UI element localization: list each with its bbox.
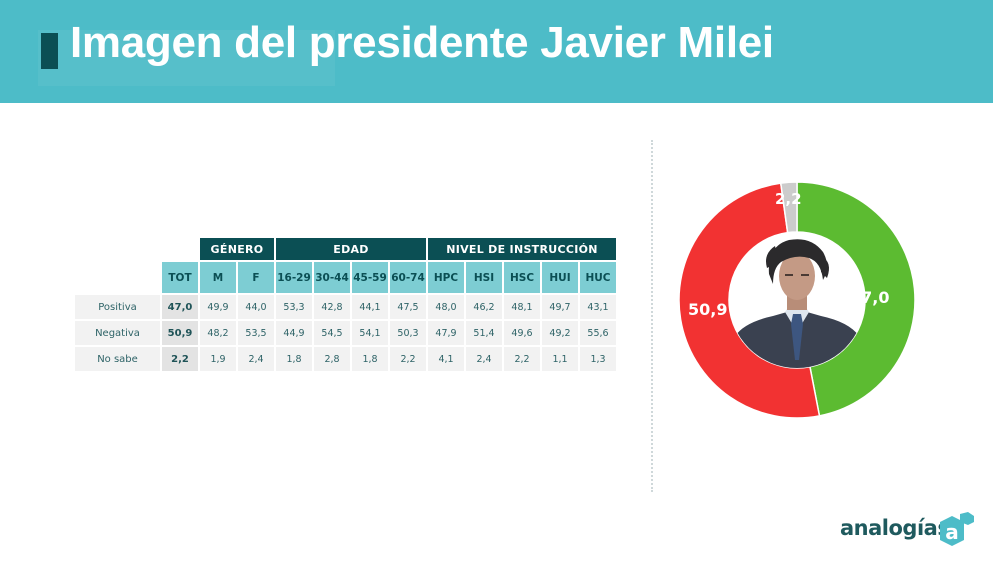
column-header-hpc: HPC	[428, 262, 464, 293]
table-cell: 48,0	[428, 295, 464, 319]
table-cell: 1,8	[276, 347, 312, 371]
column-header-45-59: 45-59	[352, 262, 388, 293]
column-header-tot: TOT	[162, 262, 198, 293]
column-header-30-44: 30-44	[314, 262, 350, 293]
table-cell: 50,3	[390, 321, 426, 345]
table-cell: 47,5	[390, 295, 426, 319]
column-header-hsc: HSC	[504, 262, 540, 293]
page-title: Imagen del presidente Javier Milei	[70, 18, 774, 67]
logo-wordmark: analogías	[840, 516, 950, 540]
table-cell: 43,1	[580, 295, 616, 319]
column-header-huc: HUC	[580, 262, 616, 293]
header-banner: Imagen del presidente Javier Milei	[0, 0, 993, 103]
blank-tot-group	[162, 238, 198, 260]
group-header-instruccion: NIVEL DE INSTRUCCIÓN	[428, 238, 616, 260]
title-accent-bar	[41, 33, 58, 69]
column-header-hui: HUI	[542, 262, 578, 293]
group-header-genero: GÉNERO	[200, 238, 274, 260]
group-header-row: GÉNERO EDAD NIVEL DE INSTRUCCIÓN	[75, 238, 616, 260]
table-row-no-sabe: No sabe 2,2 1,9 2,4 1,8 2,8 1,8 2,2 4,1 …	[75, 347, 616, 371]
table-cell: 1,1	[542, 347, 578, 371]
table-cell-tot: 50,9	[162, 321, 198, 345]
table-cell: 1,3	[580, 347, 616, 371]
table-cell: 53,3	[276, 295, 312, 319]
label-negativa: 50,9	[688, 300, 728, 319]
column-header-m: M	[200, 262, 236, 293]
table-cell: 48,1	[504, 295, 540, 319]
table-cell: 55,6	[580, 321, 616, 345]
table-cell: 4,1	[428, 347, 464, 371]
column-header-row: TOT M F 16-29 30-44 45-59 60-74 HPC HSI …	[75, 262, 616, 293]
donut-chart: 47,0 50,9 2,2	[679, 182, 915, 418]
table-cell: 54,5	[314, 321, 350, 345]
dotted-divider	[651, 140, 653, 492]
table-cell: 2,4	[466, 347, 502, 371]
table-row-positiva: Positiva 47,0 49,9 44,0 53,3 42,8 44,1 4…	[75, 295, 616, 319]
table-cell: 1,8	[352, 347, 388, 371]
table-cell: 49,2	[542, 321, 578, 345]
table-cell: 2,2	[504, 347, 540, 371]
group-header-edad: EDAD	[276, 238, 426, 260]
table-cell: 48,2	[200, 321, 236, 345]
blank-corner	[75, 238, 160, 260]
table-cell: 2,4	[238, 347, 274, 371]
logo-hexagon-icon: a	[940, 512, 974, 546]
results-table: GÉNERO EDAD NIVEL DE INSTRUCCIÓN TOT M F…	[73, 236, 618, 373]
blank-label-header	[75, 262, 160, 293]
column-header-f: F	[238, 262, 274, 293]
table-cell: 2,8	[314, 347, 350, 371]
table-cell: 54,1	[352, 321, 388, 345]
table-cell: 47,9	[428, 321, 464, 345]
table-cell: 51,4	[466, 321, 502, 345]
table-cell: 44,9	[276, 321, 312, 345]
table-cell: 53,5	[238, 321, 274, 345]
portrait-icon	[729, 232, 865, 368]
table-cell: 46,2	[466, 295, 502, 319]
table-cell: 1,9	[200, 347, 236, 371]
table-cell: 44,0	[238, 295, 274, 319]
table-cell-tot: 47,0	[162, 295, 198, 319]
table-row-negativa: Negativa 50,9 48,2 53,5 44,9 54,5 54,1 5…	[75, 321, 616, 345]
table-cell: 49,7	[542, 295, 578, 319]
table-cell: 44,1	[352, 295, 388, 319]
row-label: Negativa	[75, 321, 160, 345]
table-cell: 2,2	[390, 347, 426, 371]
label-no-sabe: 2,2	[775, 190, 802, 208]
column-header-16-29: 16-29	[276, 262, 312, 293]
row-label: No sabe	[75, 347, 160, 371]
table-cell: 49,6	[504, 321, 540, 345]
logo-mark-letter: a	[945, 520, 959, 544]
column-header-hsi: HSI	[466, 262, 502, 293]
table-cell-tot: 2,2	[162, 347, 198, 371]
title-shadow	[38, 30, 335, 86]
president-photo	[729, 232, 865, 368]
label-positiva: 47,0	[850, 288, 890, 307]
column-header-60-74: 60-74	[390, 262, 426, 293]
table-cell: 49,9	[200, 295, 236, 319]
table-cell: 42,8	[314, 295, 350, 319]
row-label: Positiva	[75, 295, 160, 319]
